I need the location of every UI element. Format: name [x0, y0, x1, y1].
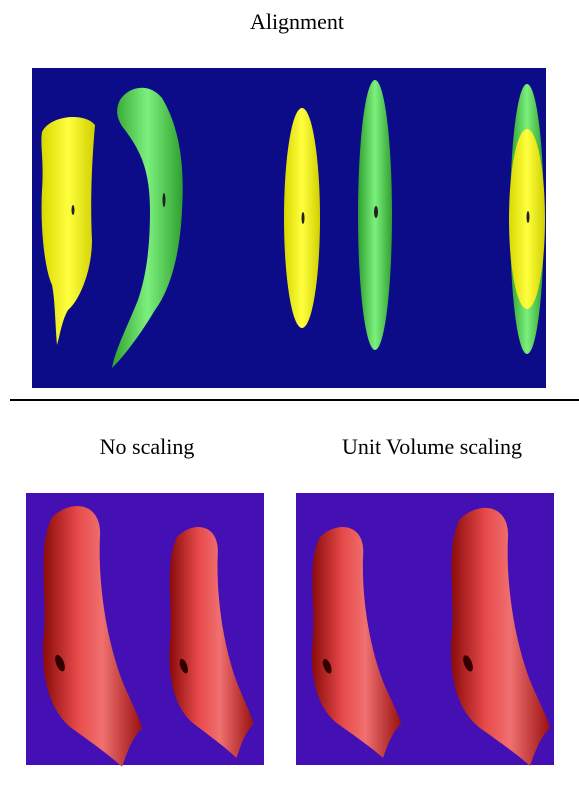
alignment-image — [32, 68, 546, 388]
unit-volume-scaling-image — [296, 493, 554, 766]
figure-title: Alignment — [250, 9, 344, 34]
figure: Alignment No scaling Unit Volume scaling — [0, 0, 579, 795]
panel-label: No scaling — [100, 434, 195, 459]
panel-label: Unit Volume scaling — [342, 434, 522, 459]
page: Alignment No scaling Unit Volume scaling — [0, 0, 579, 795]
no-scaling-image — [26, 493, 264, 767]
